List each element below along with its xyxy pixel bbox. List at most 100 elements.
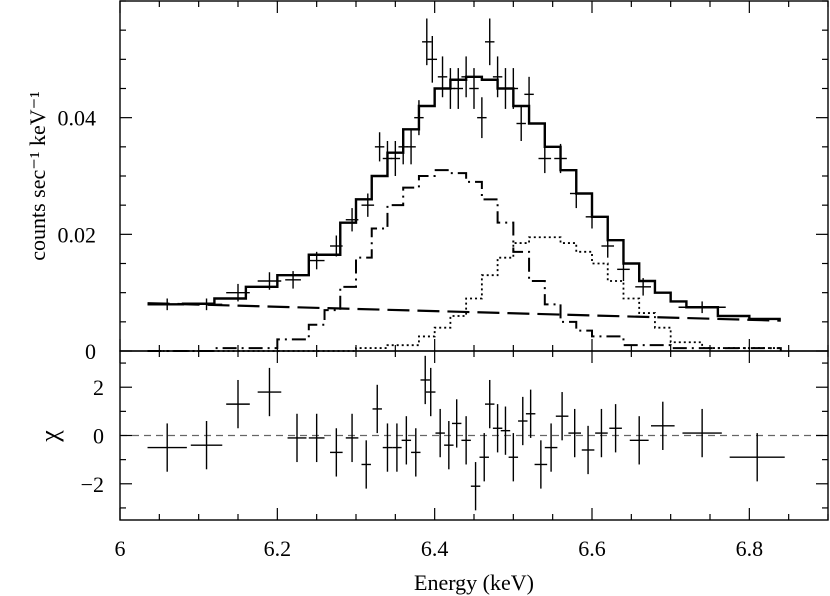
data-point: [461, 56, 471, 98]
top-y-tick-labels: 0 0.02 0.04: [58, 106, 97, 364]
bottom-ticks: [119, 351, 829, 520]
data-point: [453, 68, 463, 109]
data-point: [147, 298, 187, 311]
residual-point: [534, 440, 548, 489]
data-point: [516, 106, 526, 141]
residual-point: [382, 423, 393, 472]
residual-point: [508, 433, 519, 482]
data-point: [469, 68, 479, 109]
residual-point: [361, 440, 371, 489]
bottom-y-axis-label: χ: [35, 430, 64, 443]
data-point: [635, 278, 651, 296]
residual-point: [500, 406, 511, 455]
residual-point: [479, 433, 489, 482]
x-axis-label: Energy (keV): [414, 570, 534, 595]
bottom-panel: −2 0 2 6 6.2 6.4 6.6 6.8 χ Energy (keV): [35, 350, 829, 595]
x-tick-label: 6.8: [736, 536, 764, 561]
y-tick-label: −2: [81, 472, 104, 497]
model-total-model: [147, 75, 781, 321]
data-point: [190, 298, 223, 311]
data-point: [601, 234, 615, 258]
data-point: [257, 272, 282, 290]
data-point: [361, 193, 375, 217]
data-point: [226, 283, 250, 302]
residual-point: [411, 428, 421, 477]
residual-point: [426, 367, 436, 417]
top-data-points: [147, 18, 726, 314]
x-tick-label: 6: [115, 536, 126, 561]
y-tick-label: 0.02: [58, 222, 97, 247]
data-point: [585, 205, 599, 229]
data-point: [374, 132, 385, 162]
residual-point: [651, 401, 675, 450]
x-tick-label: 6.2: [264, 536, 292, 561]
data-point: [569, 178, 583, 209]
residual-point: [544, 423, 558, 472]
model-line-component-2: [147, 236, 782, 352]
residual-point: [226, 379, 250, 429]
x-tick-labels: 6 6.2 6.4 6.6 6.8: [115, 536, 764, 561]
residual-point: [257, 367, 282, 417]
model-continuum: [147, 302, 781, 322]
residual-point: [525, 389, 536, 438]
data-point: [492, 56, 503, 98]
model-line-component-1: [147, 169, 782, 352]
x-tick-label: 6.4: [421, 536, 449, 561]
data-point: [422, 18, 432, 66]
data-point: [406, 129, 416, 165]
data-point: [477, 97, 487, 139]
y-tick-label: 0: [85, 339, 96, 364]
top-y-axis-label: counts sec⁻¹ keV⁻¹: [25, 91, 50, 261]
residual-point: [492, 404, 503, 453]
residual-point: [555, 392, 569, 441]
residual-point: [581, 425, 595, 475]
data-point: [345, 208, 359, 232]
residual-point: [420, 355, 430, 405]
x-tick-label: 6.6: [578, 536, 606, 561]
residual-point: [435, 408, 445, 458]
residual-point: [485, 379, 495, 429]
data-point: [538, 143, 552, 174]
residual-point: [392, 423, 402, 472]
residual-point: [190, 421, 223, 470]
residual-point: [345, 413, 359, 463]
residual-point: [308, 413, 325, 463]
residual-point: [682, 408, 722, 458]
top-ticks: [119, 0, 829, 352]
data-point: [390, 141, 401, 176]
data-point: [414, 100, 424, 136]
data-point: [485, 18, 495, 66]
data-point: [508, 68, 519, 109]
residual-point: [568, 408, 581, 458]
residual-point: [470, 462, 481, 511]
y-tick-label: 0: [93, 424, 104, 449]
residual-point: [444, 421, 454, 470]
data-point: [554, 143, 567, 174]
residual-point: [609, 404, 622, 453]
data-point: [427, 36, 438, 83]
residual-point: [287, 413, 307, 463]
data-point: [524, 76, 534, 112]
y-tick-label: 2: [93, 375, 104, 400]
y-tick-label: 0.04: [58, 106, 97, 131]
residual-point: [330, 428, 343, 477]
residual-point: [518, 396, 528, 446]
residual-point: [461, 416, 471, 465]
residual-point: [451, 399, 462, 448]
residual-point: [372, 384, 382, 434]
bottom-y-tick-labels: −2 0 2: [81, 375, 104, 497]
residual-point: [729, 433, 785, 482]
residual-point: [147, 423, 187, 472]
top-model-curves: [147, 75, 782, 352]
data-point: [617, 257, 630, 281]
data-point: [285, 271, 301, 289]
residual-point: [401, 416, 412, 465]
residual-points: [147, 355, 785, 511]
data-point: [308, 251, 325, 270]
data-point: [330, 235, 343, 257]
residual-point: [595, 408, 608, 458]
data-point: [437, 56, 448, 98]
data-point: [678, 301, 726, 314]
top-panel: 0 0.02 0.04 counts sec⁻¹ keV⁻¹: [25, 0, 829, 364]
